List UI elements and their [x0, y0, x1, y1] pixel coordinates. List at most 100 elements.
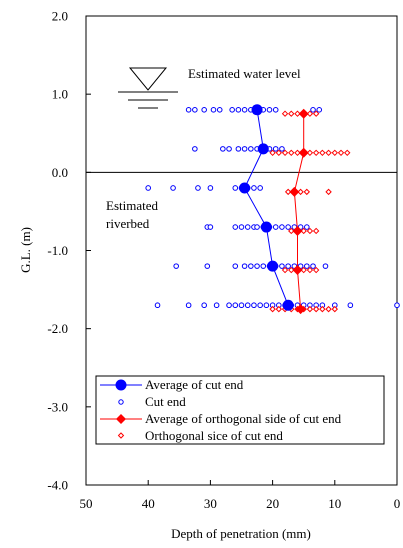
cut-end-point: [272, 146, 279, 152]
y-tick-label: 2.0: [52, 9, 68, 24]
orthogonal-point: [325, 305, 332, 313]
cut-end-point: [235, 146, 242, 152]
orthogonal-point: [312, 110, 320, 117]
series-average-of-orthogonal-side-of-cut-end: [289, 108, 309, 315]
cut-end-point: [279, 263, 285, 269]
y-tick-label: 1.0: [52, 87, 68, 102]
orthogonal-point: [288, 227, 295, 235]
legend-label-avg-cut-end: Average of cut end: [145, 377, 244, 392]
cut-end-point: [173, 263, 179, 269]
x-tick-label: 20: [266, 496, 279, 511]
cut-end-point: [285, 224, 291, 230]
orthogonal-point: [294, 149, 301, 156]
cut-end-point: [201, 107, 207, 113]
orthogonal-point: [288, 110, 295, 117]
orthogonal-point: [312, 227, 320, 235]
cut-end-point: [257, 185, 263, 191]
y-tick-label: -1.0: [47, 243, 68, 258]
orthogonal-point: [288, 266, 295, 274]
cut-end-point: [244, 224, 251, 230]
legend-marker-avg-cut-end: [115, 379, 127, 391]
orthogonal-point: [344, 149, 351, 156]
orthogonal-point: [300, 227, 307, 235]
cut-end-point: [241, 107, 248, 113]
legend-label-avg-orthogonal: Average of orthogonal side of cut end: [145, 411, 342, 426]
orthogonal-point: [337, 149, 345, 156]
cut-end-point: [229, 107, 235, 113]
cut-end-point: [394, 302, 400, 309]
y-tick-label: -2.0: [47, 321, 68, 336]
cut-end-point: [251, 302, 257, 309]
cut-end-point: [226, 146, 232, 152]
avg-cut-end-point: [239, 182, 251, 194]
orthogonal-point: [297, 188, 304, 196]
cut-end-point: [279, 146, 285, 152]
avg-cut-end-point: [260, 221, 272, 233]
cut-end-point: [238, 302, 245, 309]
cut-end-point: [238, 224, 245, 230]
orthogonal-point: [306, 149, 314, 156]
cut-end-point: [316, 107, 323, 113]
water-level-triangle-icon: [128, 67, 168, 91]
riverbed-annotation-line1: Estimated: [106, 198, 158, 213]
x-tick-label: 50: [80, 496, 93, 511]
orthogonal-point: [312, 266, 320, 274]
cut-end-point: [216, 107, 223, 113]
orthogonal-point: [284, 188, 292, 196]
cut-end-point: [347, 302, 354, 309]
x-tick-label: 30: [204, 496, 217, 511]
cut-end-point: [145, 185, 151, 191]
water-level-symbol: [118, 67, 178, 109]
cut-end-point: [170, 185, 176, 191]
orthogonal-point: [331, 305, 339, 313]
avg-orthogonal-point: [298, 108, 309, 119]
orthogonal-point: [319, 149, 326, 156]
orthogonal-point: [281, 266, 289, 274]
y-tick-label: -4.0: [47, 478, 68, 493]
cut-end-point: [192, 146, 198, 152]
cut-end-point: [272, 224, 279, 230]
cut-end-point: [304, 224, 310, 230]
cut-end-point: [260, 263, 267, 269]
cut-end-point: [266, 107, 273, 113]
cut-end-point: [254, 263, 260, 269]
cut-end-point: [241, 263, 248, 269]
cut-end-point: [304, 263, 310, 269]
orthogonal-point: [312, 305, 320, 313]
x-tick-label: 10: [328, 496, 341, 511]
cut-end-point: [210, 107, 217, 113]
cut-end-point: [310, 107, 316, 113]
cut-end-point: [232, 185, 239, 191]
cut-end-point: [248, 146, 254, 152]
cut-end-point: [322, 263, 329, 269]
avg-orthogonal-point: [295, 304, 306, 315]
legend-marker-orthogonal: [117, 432, 125, 439]
cut-end-point: [154, 302, 161, 309]
x-tick-label: 40: [142, 496, 155, 511]
cut-end-point: [213, 302, 220, 309]
cut-end-point: [232, 302, 239, 309]
orthogonal-point: [306, 110, 314, 117]
cut-end-point: [185, 107, 192, 113]
orthogonal-point: [312, 149, 320, 156]
cut-end-point: [241, 146, 248, 152]
y-tick-label: 0.0: [52, 165, 68, 180]
cut-end-point: [285, 263, 291, 269]
legend-marker-cut-end: [118, 399, 124, 405]
orthogonal-point: [319, 305, 326, 313]
cut-end-point: [207, 224, 214, 230]
axis-ticks: 50 40 30 20 10 0 2.0 1.0 0.0 -1.0 -2.0 -3.0 -4.0: [47, 9, 400, 512]
cut-end-point: [201, 302, 207, 309]
avg-orthogonal-point: [292, 225, 303, 236]
cut-end-point: [185, 302, 192, 309]
x-tick-label: 0: [394, 496, 401, 511]
cut-end-point: [248, 263, 254, 269]
orthogonal-point: [306, 227, 314, 235]
orthogonal-point: [331, 149, 339, 156]
avg-orthogonal-point: [298, 147, 309, 158]
orthogonal-point: [294, 110, 301, 117]
orthogonal-point: [300, 266, 307, 274]
cut-end-point: [235, 107, 242, 113]
cut-end-point: [244, 302, 251, 309]
